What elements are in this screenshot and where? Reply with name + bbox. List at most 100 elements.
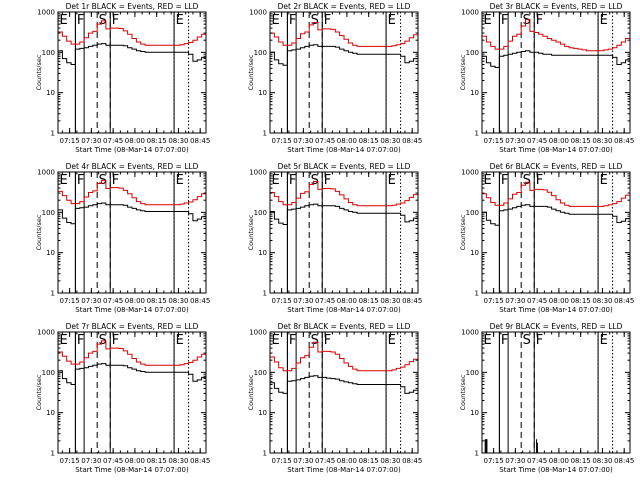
interval-label-1: E: [60, 173, 68, 188]
x-axis: 07:15 07:30 07:45 08:00 08:15 08:30 08:45: [484, 332, 634, 465]
y-axis: 1 10 100 1000: [249, 329, 418, 458]
x-tick-label: 07:30: [505, 297, 525, 305]
x-tick-label: 07:45: [315, 137, 335, 145]
interval-label-1: E: [484, 173, 492, 188]
series-group: [270, 181, 419, 225]
x-tick-label: 08:00: [549, 297, 569, 305]
interval-label-2: F: [289, 333, 296, 348]
x-axis-label: Start Time (08-Mar-14 07:07:00): [287, 146, 401, 154]
y-tick-label: 10: [258, 249, 267, 257]
interval-label-3: S: [523, 333, 531, 348]
x-tick-label: 07:30: [81, 457, 101, 465]
y-axis-label: Counts/sec: [35, 374, 43, 410]
y-axis: 1 10 100 1000: [37, 169, 206, 298]
interval-label-2: F: [77, 333, 84, 348]
interval-label-4: F: [324, 173, 331, 188]
interval-label-5: E: [600, 333, 608, 348]
x-tick-label: 08:15: [359, 457, 379, 465]
events-series-line: [58, 363, 207, 385]
lld-series-line: [482, 19, 631, 52]
x-axis: 07:15 07:30 07:45 08:00 08:15 08:30 08:45: [272, 12, 422, 145]
y-axis-label: Counts/sec: [247, 214, 255, 250]
interval-label-4: F: [536, 173, 543, 188]
x-tick-label: 08:45: [402, 297, 422, 305]
x-tick-label: 08:30: [380, 137, 400, 145]
x-axis-label: Start Time (08-Mar-14 07:07:00): [75, 306, 189, 314]
panel-title: Det 9r BLACK = Events, RED = LLD: [490, 322, 623, 331]
y-tick-label: 1: [51, 450, 55, 458]
panel-title: Det 7r BLACK = Events, RED = LLD: [66, 322, 199, 331]
x-tick-label: 07:15: [484, 457, 504, 465]
events-series-line: [58, 43, 207, 65]
x-tick-label: 08:15: [147, 457, 167, 465]
interval-label-3: S: [523, 173, 531, 188]
panel-title: Det 6r BLACK = Events, RED = LLD: [490, 162, 623, 171]
lld-series-line: [270, 181, 419, 207]
interval-label-1: E: [484, 13, 492, 28]
y-tick-label: 100: [254, 369, 267, 377]
y-tick-label: 10: [46, 409, 55, 417]
lld-series-line: [58, 179, 207, 206]
panel-title: Det 2r BLACK = Events, RED = LLD: [278, 2, 411, 11]
x-axis-label: Start Time (08-Mar-14 07:07:00): [499, 466, 613, 474]
x-axis-label: Start Time (08-Mar-14 07:07:00): [499, 306, 613, 314]
y-axis: 1 10 100 1000: [37, 9, 206, 138]
plot-frame: [269, 171, 419, 294]
x-tick-label: 07:15: [272, 297, 292, 305]
x-tick-label: 08:00: [549, 137, 569, 145]
x-tick-label: 08:45: [614, 137, 634, 145]
x-tick-label: 07:30: [293, 137, 313, 145]
x-axis: 07:15 07:30 07:45 08:00 08:15 08:30 08:45: [60, 12, 210, 145]
y-tick-label: 10: [258, 409, 267, 417]
series-group: [270, 341, 419, 394]
x-axis-label: Start Time (08-Mar-14 07:07:00): [75, 466, 189, 474]
series-group: [58, 340, 207, 385]
x-tick-label: 08:00: [337, 457, 357, 465]
y-tick-label: 10: [470, 249, 479, 257]
interval-label-1: E: [272, 333, 280, 348]
plot-frame: [481, 171, 631, 294]
x-tick-label: 07:45: [103, 457, 123, 465]
interval-label-3: S: [311, 333, 319, 348]
y-axis-label: Counts/sec: [35, 214, 43, 250]
events-series-line: [270, 203, 419, 225]
y-tick-label: 100: [466, 209, 479, 217]
x-axis: 07:15 07:30 07:45 08:00 08:15 08:30 08:45: [272, 172, 422, 305]
y-axis: 1 10 100 1000: [249, 9, 418, 138]
x-tick-label: 07:15: [272, 137, 292, 145]
series-group: [482, 181, 631, 226]
plot-frame: [269, 11, 419, 134]
x-tick-label: 08:45: [614, 457, 634, 465]
x-tick-label: 08:30: [380, 457, 400, 465]
interval-label-5: E: [600, 13, 608, 28]
y-axis-label: Counts/sec: [247, 54, 255, 90]
x-tick-label: 08:30: [168, 457, 188, 465]
interval-label-2: F: [501, 13, 508, 28]
plot-frame: [57, 171, 207, 294]
interval-label-1: E: [60, 333, 68, 348]
x-axis-label: Start Time (08-Mar-14 07:07:00): [75, 146, 189, 154]
x-tick-label: 08:45: [402, 137, 422, 145]
y-axis: 1 10 100 1000: [37, 329, 206, 458]
x-tick-label: 07:30: [505, 137, 525, 145]
y-tick-label: 100: [254, 209, 267, 217]
lld-series-line: [58, 20, 207, 46]
y-axis: 1 10 100 1000: [249, 169, 418, 298]
y-tick-label: 10: [46, 249, 55, 257]
y-tick-label: 1: [475, 450, 479, 458]
x-tick-label: 08:30: [592, 457, 612, 465]
y-tick-label: 100: [42, 49, 55, 57]
y-tick-label: 1000: [461, 9, 479, 17]
y-tick-label: 10: [470, 409, 479, 417]
y-tick-label: 1000: [461, 329, 479, 337]
interval-label-5: E: [600, 173, 608, 188]
interval-label-3: S: [523, 13, 531, 28]
y-axis-label: Counts/sec: [459, 54, 467, 90]
